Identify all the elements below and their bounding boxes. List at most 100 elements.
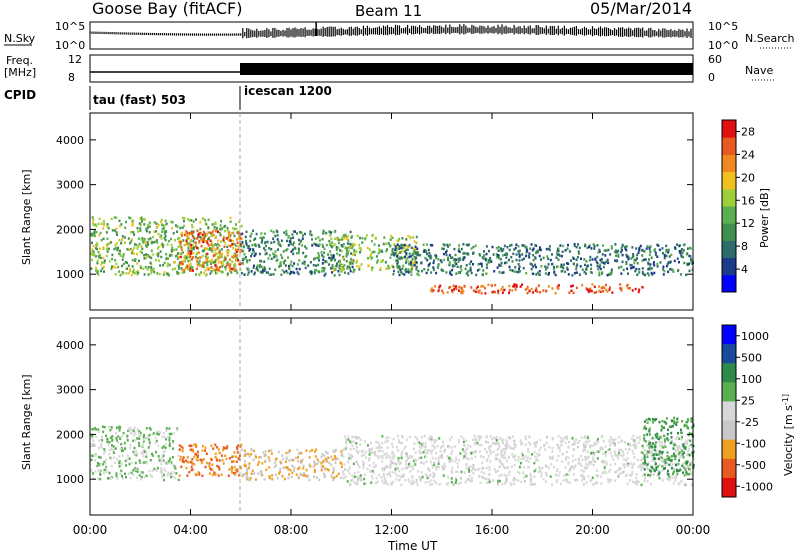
heatmap-cell (236, 231, 239, 234)
heatmap-cell (578, 439, 581, 443)
heatmap-cell (542, 478, 545, 481)
heatmap-cell (370, 451, 373, 454)
heatmap-cell (457, 249, 460, 253)
heatmap-cell (488, 466, 491, 469)
heatmap-cell (287, 256, 289, 259)
heatmap-cell (208, 472, 211, 475)
heatmap-cell (355, 460, 358, 464)
heatmap-cell (353, 475, 356, 479)
noise-strip: 10^5 10^0 10^5 10^0 N.Sky N.Search (4, 20, 795, 52)
heatmap-cell (421, 269, 423, 273)
heatmap-cell (200, 239, 203, 242)
heatmap-cell (114, 258, 117, 262)
heatmap-cell (642, 462, 645, 465)
heatmap-cell (498, 257, 501, 260)
heatmap-cell (441, 269, 444, 272)
heatmap-cell (643, 437, 646, 440)
colorbar-segment (722, 477, 736, 498)
heatmap-cell (650, 256, 653, 259)
heatmap-cell (393, 455, 396, 458)
heatmap-cell (181, 226, 184, 229)
heatmap-cell (654, 445, 656, 449)
heatmap-cell (620, 246, 623, 250)
heatmap-cell (257, 243, 260, 247)
heatmap-cell (539, 291, 542, 294)
heatmap-cell (292, 252, 295, 256)
heatmap-cell (315, 448, 318, 451)
heatmap-cell (513, 248, 516, 251)
heatmap-cell (610, 246, 613, 250)
heatmap-cell (483, 250, 485, 253)
heatmap-cell (133, 272, 136, 275)
heatmap-cell (361, 241, 364, 244)
heatmap-cell (192, 269, 194, 272)
heatmap-cell (521, 253, 524, 256)
heatmap-cell (673, 259, 676, 263)
heatmap-cell (583, 258, 586, 261)
heatmap-cell (164, 219, 167, 223)
heatmap-cell (411, 266, 414, 269)
heatmap-cell (277, 242, 280, 245)
heatmap-cell (607, 248, 610, 252)
heatmap-cell (212, 245, 215, 248)
heatmap-cell (355, 442, 358, 445)
heatmap-cell (337, 472, 340, 475)
heatmap-cell (401, 245, 404, 248)
heatmap-cell (191, 226, 194, 229)
heatmap-cell (638, 271, 641, 274)
heatmap-cell (96, 271, 99, 275)
heatmap-cell (376, 480, 379, 483)
heatmap-cell (572, 454, 574, 458)
heatmap-cell (455, 272, 458, 275)
heatmap-cell (445, 249, 448, 253)
heatmap-cell (261, 462, 264, 465)
heatmap-cell (677, 469, 680, 472)
heatmap-cell (159, 235, 162, 239)
heatmap-cell (195, 237, 198, 240)
heatmap-cell (449, 270, 452, 273)
heatmap-cell (204, 465, 207, 469)
time-axis: 00:00 04:00 08:00 12:00 16:00 20:00 00:00 (73, 113, 710, 537)
heatmap-cell (201, 217, 204, 220)
heatmap-cell (323, 454, 326, 457)
heatmap-cell (648, 433, 651, 436)
heatmap-cell (351, 435, 354, 439)
heatmap-cell (155, 222, 158, 225)
heatmap-cell (124, 261, 127, 264)
heatmap-cell (325, 450, 328, 454)
heatmap-cell (255, 267, 258, 271)
heatmap-cell (214, 264, 217, 267)
heatmap-cell (99, 231, 102, 235)
heatmap-cell (234, 473, 237, 476)
heatmap-cell (518, 249, 521, 252)
heatmap-cell (283, 231, 286, 234)
heatmap-cell (448, 254, 451, 257)
heatmap-cell (142, 440, 145, 443)
heatmap-cell (237, 457, 240, 460)
heatmap-cell (360, 478, 363, 482)
heatmap-cell (222, 462, 225, 465)
heatmap-cell (488, 480, 491, 483)
heatmap-cell (340, 462, 343, 465)
heatmap-cell (495, 470, 497, 474)
heatmap-cell (658, 471, 661, 475)
heatmap-cell (592, 483, 595, 486)
heatmap-cell (168, 436, 171, 439)
heatmap-cell (372, 461, 375, 465)
heatmap-cell (526, 459, 528, 462)
heatmap-cell (615, 250, 618, 254)
heatmap-cell (641, 451, 644, 454)
heatmap-cell (648, 444, 651, 448)
heatmap-cell (351, 444, 354, 448)
heatmap-cell (226, 260, 229, 264)
heatmap-cell (627, 464, 630, 467)
heatmap-cell (129, 216, 132, 220)
heatmap-cell (454, 481, 457, 484)
heatmap-cell (686, 247, 689, 250)
heatmap-cell (400, 461, 403, 465)
heatmap-cell (281, 474, 284, 478)
heatmap-cell (317, 256, 320, 259)
heatmap-cell (241, 249, 244, 253)
heatmap-cell (411, 455, 414, 459)
heatmap-cell (427, 248, 430, 252)
